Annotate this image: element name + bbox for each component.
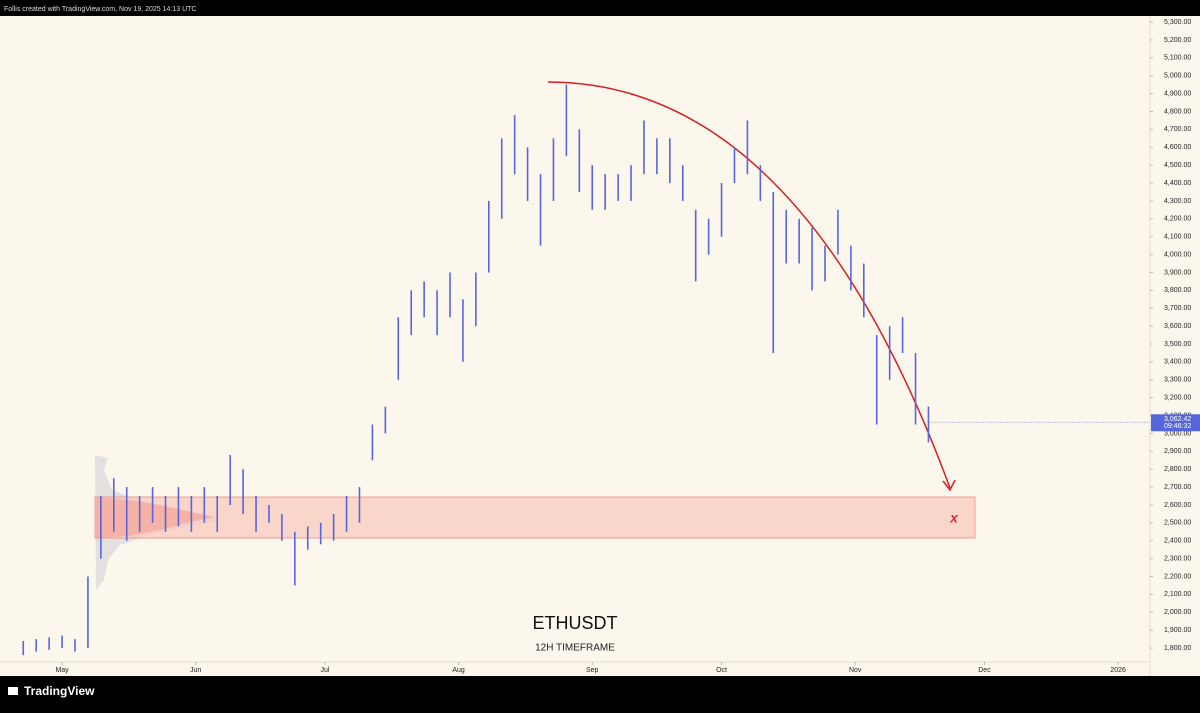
y-tick-label: 4,200.00: [1164, 216, 1191, 223]
footer-text: TradingView: [24, 684, 95, 698]
y-tick-label: 5,200.00: [1164, 37, 1191, 44]
y-tick-label: 4,900.00: [1164, 90, 1191, 97]
y-tick-label: 3,600.00: [1164, 323, 1191, 330]
x-tick-label: Aug: [452, 667, 465, 674]
y-tick-label: 4,500.00: [1164, 162, 1191, 169]
y-tick-label: 4,700.00: [1164, 126, 1191, 133]
last-price-label: 3,062.42: [1164, 416, 1191, 423]
y-tick-label: 2,000.00: [1164, 609, 1191, 616]
y-tick-label: 2,600.00: [1164, 502, 1191, 509]
chart-title: ETHUSDT: [533, 613, 618, 633]
countdown-label: 09:46:32: [1164, 423, 1191, 430]
y-tick-label: 4,000.00: [1164, 251, 1191, 258]
y-tick-label: 3,200.00: [1164, 395, 1191, 402]
y-tick-label: 4,400.00: [1164, 180, 1191, 187]
arrow-head: [942, 479, 956, 492]
y-tick-label: 2,200.00: [1164, 573, 1191, 580]
x-tick-label: Jul: [321, 667, 330, 674]
y-tick-label: 3,300.00: [1164, 377, 1191, 384]
y-tick-label: 3,500.00: [1164, 341, 1191, 348]
y-tick-label: 2,900.00: [1164, 448, 1191, 455]
plot-background: [0, 16, 1200, 676]
zone-label: x: [949, 510, 959, 526]
x-tick-label: 2026: [1110, 667, 1126, 674]
y-tick-label: 2,700.00: [1164, 484, 1191, 491]
x-tick-label: Dec: [978, 667, 991, 674]
y-tick-label: 5,100.00: [1164, 55, 1191, 62]
y-tick-label: 1,800.00: [1164, 645, 1191, 652]
chart-subtitle: 12H TIMEFRAME: [535, 643, 615, 654]
curved-arrow: [547, 81, 951, 489]
y-tick-label: 2,500.00: [1164, 520, 1191, 527]
last-price-box: [1151, 414, 1200, 432]
y-tick-label: 2,400.00: [1164, 538, 1191, 545]
y-tick-label: 4,600.00: [1164, 144, 1191, 151]
y-tick-label: 4,100.00: [1164, 234, 1191, 241]
y-tick-label: 4,300.00: [1164, 198, 1191, 205]
y-tick-label: 1,900.00: [1164, 627, 1191, 634]
x-tick-label: Oct: [716, 667, 727, 674]
y-tick-label: 5,300.00: [1164, 19, 1191, 26]
y-tick-label: 3,000.00: [1164, 430, 1191, 437]
support-zone: [94, 496, 976, 539]
x-tick-label: Sep: [586, 667, 599, 674]
y-tick-label: 3,400.00: [1164, 359, 1191, 366]
x-tick-label: Jun: [190, 667, 201, 674]
y-tick-label: 2,800.00: [1164, 466, 1191, 473]
y-tick-label: 4,800.00: [1164, 108, 1191, 115]
header-text: Follis created with TradingView.com, Nov…: [4, 6, 196, 13]
y-tick-label: 5,000.00: [1164, 73, 1191, 80]
y-tick-label: 2,100.00: [1164, 591, 1191, 598]
y-tick-label: 3,700.00: [1164, 305, 1191, 312]
y-tick-label: 3,800.00: [1164, 287, 1191, 294]
footer-logo: TradingView: [8, 684, 95, 698]
y-tick-label: 2,300.00: [1164, 555, 1191, 562]
x-tick-label: May: [55, 667, 69, 674]
y-tick-label: 3,900.00: [1164, 269, 1191, 276]
x-tick-label: Nov: [849, 667, 862, 674]
